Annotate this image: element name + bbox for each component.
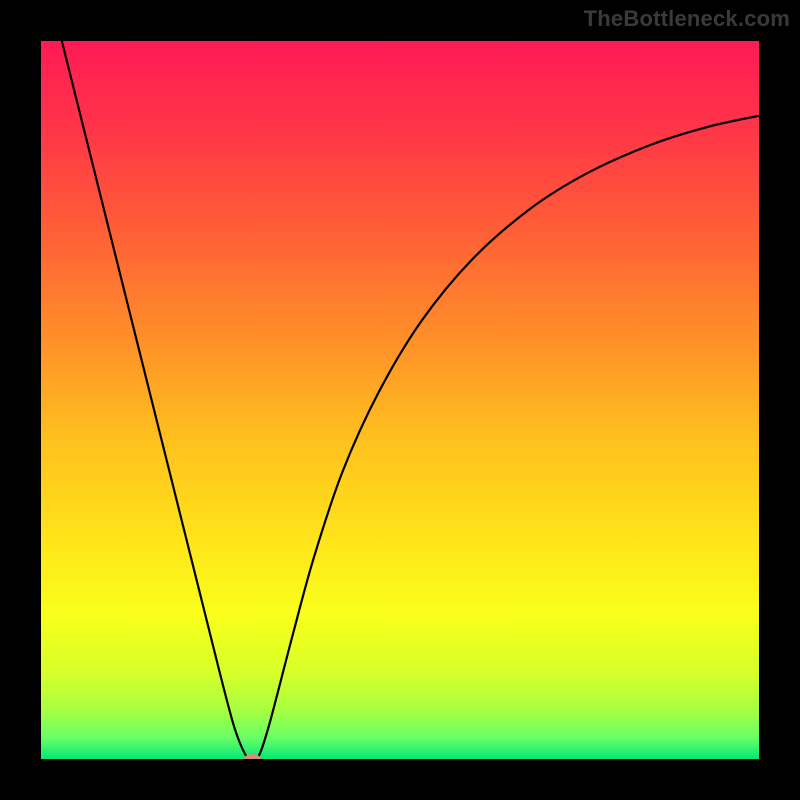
plot-area [40,40,760,766]
gradient-background [40,40,760,760]
chart-svg [0,0,800,800]
chart-container: TheBottleneck.com [0,0,800,800]
watermark-text: TheBottleneck.com [584,6,790,32]
